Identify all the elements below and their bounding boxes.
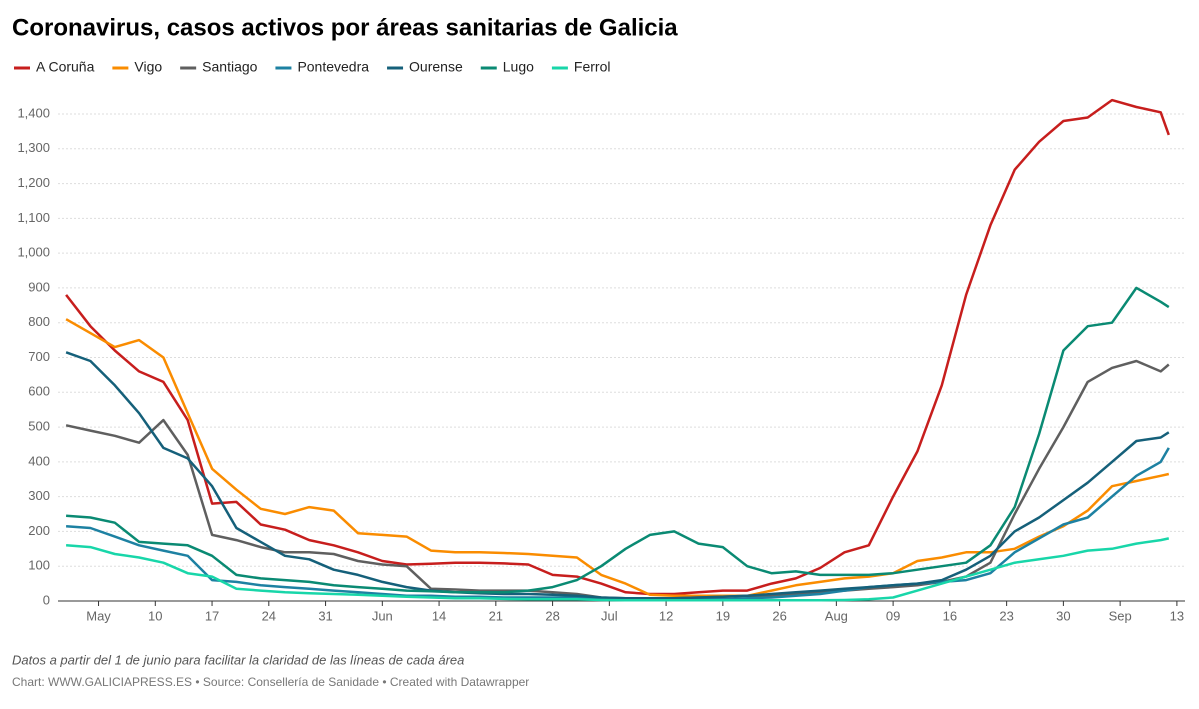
y-tick-label: 600	[28, 384, 50, 399]
y-tick-label: 1,200	[17, 175, 50, 190]
x-tick-label: 24	[262, 608, 276, 623]
x-tick-label: May	[86, 608, 111, 623]
y-tick-label: 1,400	[17, 105, 50, 120]
y-tick-label: 800	[28, 314, 50, 329]
x-tick-label: Sep	[1109, 608, 1132, 623]
y-tick-label: 0	[43, 592, 50, 607]
series-line	[65, 98, 1170, 596]
y-tick-label: 700	[28, 349, 50, 364]
chart-credit: Chart: WWW.GALICIAPRESS.ES • Source: Con…	[12, 675, 529, 689]
x-tick-label: 09	[886, 608, 900, 623]
x-tick-label: 23	[999, 608, 1013, 623]
y-tick-label: 500	[28, 419, 50, 434]
x-tick-label: 16	[943, 608, 957, 623]
y-tick-label: 1,000	[17, 245, 50, 260]
x-tick-label: 30	[1056, 608, 1070, 623]
legend-label: Ferrol	[574, 59, 611, 75]
series-line	[66, 286, 1170, 594]
y-tick-label: 100	[28, 558, 50, 573]
legend-label: A Coruña	[36, 59, 95, 75]
legend-label: Santiago	[202, 59, 257, 75]
series-line	[66, 537, 1170, 602]
legend-label: Lugo	[503, 59, 534, 75]
x-tick-label: 10	[148, 608, 162, 623]
legend-label: Ourense	[409, 59, 463, 75]
x-tick-label: 31	[318, 608, 332, 623]
x-tick-label: Jul	[601, 608, 618, 623]
y-tick-label: 1,300	[17, 140, 50, 155]
series-line	[65, 351, 1170, 600]
y-tick-label: 300	[28, 488, 50, 503]
x-tick-label: Aug	[825, 608, 848, 623]
x-tick-label: 17	[205, 608, 219, 623]
x-tick-label: 28	[545, 608, 559, 623]
x-tick-label: 21	[489, 608, 503, 623]
y-tick-label: 400	[28, 453, 50, 468]
y-tick-label: 1,100	[17, 210, 50, 225]
chart-title: Coronavirus, casos activos por áreas san…	[12, 14, 678, 41]
series-line	[65, 318, 1170, 598]
x-tick-label: Jun	[372, 608, 393, 623]
x-tick-label: 13	[1170, 608, 1184, 623]
y-tick-label: 900	[28, 279, 50, 294]
legend-label: Pontevedra	[297, 59, 369, 75]
chart-note: Datos a partir del 1 de junio para facil…	[12, 652, 464, 667]
legend-label: Vigo	[134, 59, 162, 75]
x-tick-label: 12	[659, 608, 673, 623]
y-tick-label: 200	[28, 523, 50, 538]
x-tick-label: 19	[716, 608, 730, 623]
x-tick-label: 26	[772, 608, 786, 623]
x-tick-label: 14	[432, 608, 446, 623]
